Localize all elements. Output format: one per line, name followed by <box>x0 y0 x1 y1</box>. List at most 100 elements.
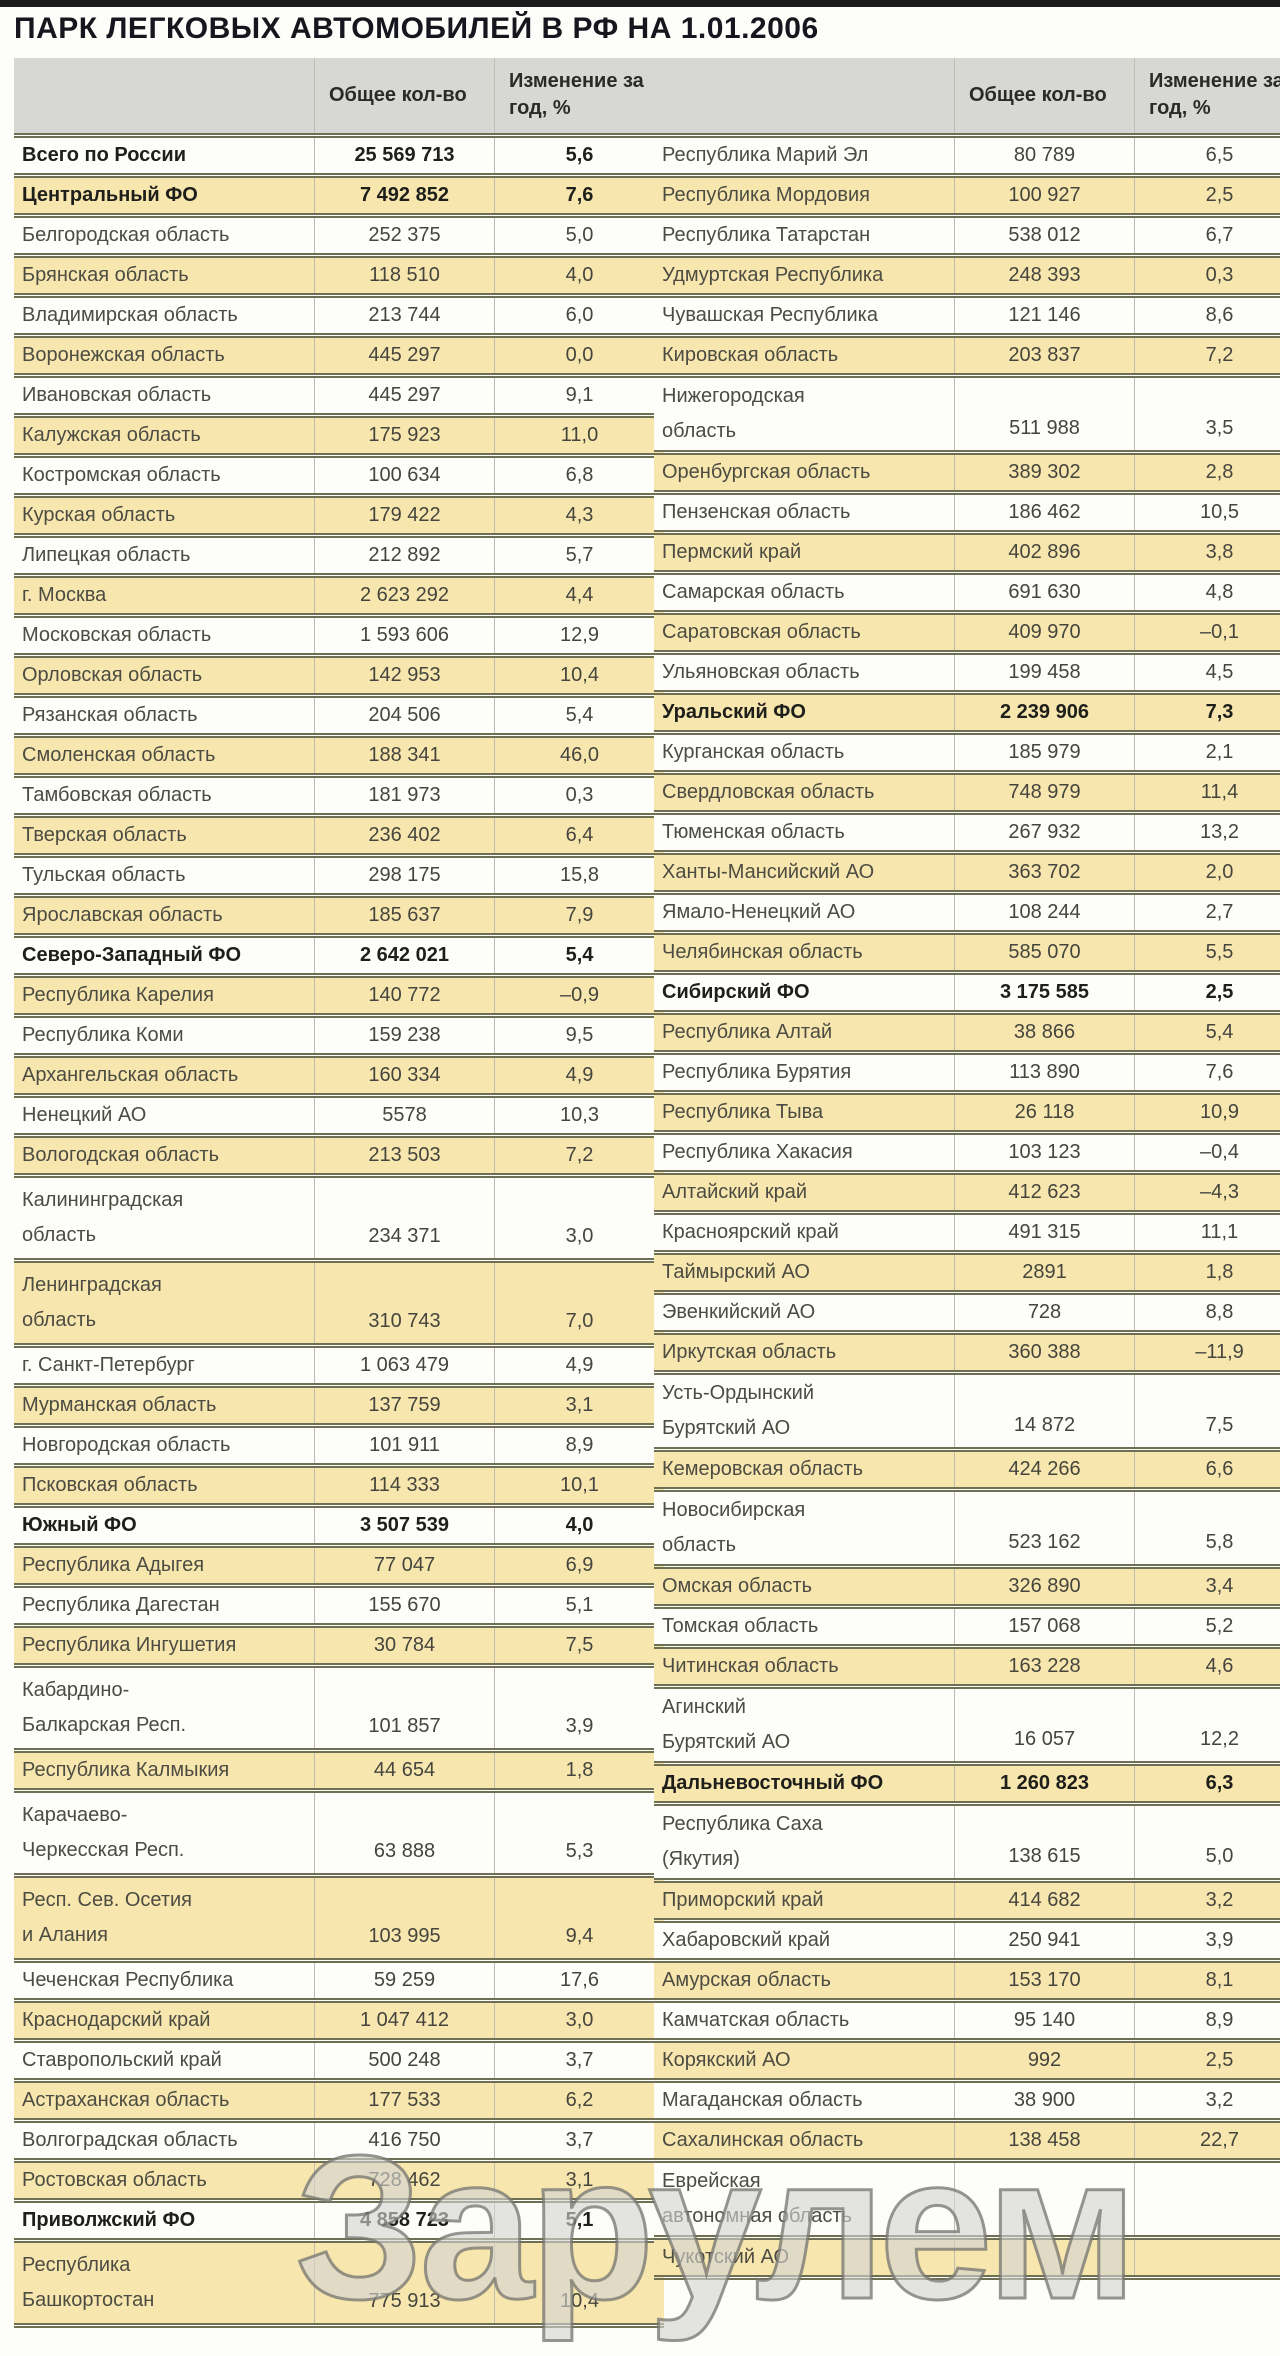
table-row: Псковская область 114 333 10,1 <box>14 1465 664 1505</box>
table-row: Республика Карелия 140 772 –0,9 <box>14 975 664 1015</box>
yearly-change-value: 6,7 <box>1134 215 1280 255</box>
total-count-value: 159 238 <box>314 1015 495 1055</box>
region-name: Ульяновская область <box>662 660 860 683</box>
table-row: Волгоградская область 416 750 3,7 <box>14 2120 664 2160</box>
yearly-change-value: 11,0 <box>494 415 664 455</box>
total-count-value: 100 927 <box>954 175 1135 215</box>
table-row: Республика Татарстан 538 012 6,7 <box>654 215 1280 255</box>
total-count-value: 121 146 <box>954 295 1135 335</box>
yearly-change-value: 6,6 <box>1134 1449 1280 1489</box>
yearly-change-value: 17,6 <box>494 1960 664 2000</box>
yearly-change-value: 5,8 <box>1134 1489 1280 1566</box>
total-count-value: 491 315 <box>954 1212 1135 1252</box>
region-name: Ивановская область <box>22 383 212 406</box>
yearly-change-value: 4,3 <box>494 495 664 535</box>
change-column-header: Изменение за год, % <box>1134 58 1280 135</box>
total-count-value: 137 759 <box>314 1385 495 1425</box>
total-count-value: 363 702 <box>954 852 1135 892</box>
yearly-change-value: 4,6 <box>1134 1646 1280 1686</box>
total-count-value: 234 371 <box>314 1175 495 1260</box>
region-name: Чеченская Республика <box>22 1968 234 1991</box>
total-count-value: 181 973 <box>314 775 495 815</box>
total-count-value: 175 923 <box>314 415 495 455</box>
region-name: Орловская область <box>22 663 203 686</box>
region-name: Республика Хакасия <box>662 1140 853 1163</box>
table-row: Свердловская область 748 979 11,4 <box>654 772 1280 812</box>
region-name: Республика Марий Эл <box>662 143 869 166</box>
yearly-change-value: 5,1 <box>494 2200 664 2240</box>
total-count-value: 108 244 <box>954 892 1135 932</box>
table-row: Республика Коми 159 238 9,5 <box>14 1015 664 1055</box>
yearly-change-value: 10,5 <box>1134 492 1280 532</box>
table-row: Саратовская область 409 970 –0,1 <box>654 612 1280 652</box>
table-row: Хабаровский край 250 941 3,9 <box>654 1920 1280 1960</box>
table-row: Смоленская область 188 341 46,0 <box>14 735 664 775</box>
region-name: Вологодская область <box>22 1143 220 1166</box>
table-row: Новгородская область 101 911 8,9 <box>14 1425 664 1465</box>
total-count-value: 160 334 <box>314 1055 495 1095</box>
yearly-change-value: 4,8 <box>1134 572 1280 612</box>
region-name: Ненецкий АО <box>22 1103 147 1126</box>
yearly-change-value: 3,9 <box>494 1665 664 1750</box>
yearly-change-value: 5,6 <box>494 135 664 175</box>
region-name: Республика Мордовия <box>662 183 870 206</box>
table-row: Чеченская Республика 59 259 17,6 <box>14 1960 664 2000</box>
region-name: Смоленская область <box>22 743 216 766</box>
region-name: Ставропольский край <box>22 2048 222 2071</box>
total-count-value: 213 503 <box>314 1135 495 1175</box>
region-name: Республика Дагестан <box>22 1593 220 1616</box>
total-count-value: 59 259 <box>314 1960 495 2000</box>
total-count-value: 186 462 <box>954 492 1135 532</box>
yearly-change-value: 2,5 <box>1134 2040 1280 2080</box>
total-count-value: 1 063 479 <box>314 1345 495 1385</box>
region-name: Агинский Бурятский АО <box>662 1695 791 1753</box>
total-count-value: 3 175 585 <box>954 972 1135 1012</box>
yearly-change-value: 0,3 <box>1134 255 1280 295</box>
region-name: Свердловская область <box>662 780 875 803</box>
region-name: Оренбургская область <box>662 460 871 483</box>
region-name: Всего по России <box>22 143 187 166</box>
yearly-change-value: 12,2 <box>1134 1686 1280 1763</box>
total-count-value: 2 642 021 <box>314 935 495 975</box>
yearly-change-value: 4,0 <box>494 255 664 295</box>
yearly-change-value: 22,7 <box>1134 2120 1280 2160</box>
yearly-change-value: 2,1 <box>1134 732 1280 772</box>
total-count-value: 2891 <box>954 1252 1135 1292</box>
total-count-value: 113 890 <box>954 1052 1135 1092</box>
table-row: Чукотский АО <box>654 2237 1280 2277</box>
region-name: Курская область <box>22 503 176 526</box>
yearly-change-value: 7,3 <box>1134 692 1280 732</box>
region-name: Республика Алтай <box>662 1020 833 1043</box>
table-row: Республика Адыгея 77 047 6,9 <box>14 1545 664 1585</box>
table-row: г. Москва 2 623 292 4,4 <box>14 575 664 615</box>
region-name: Кировская область <box>662 343 839 366</box>
table-row: Республика Тыва 26 118 10,9 <box>654 1092 1280 1132</box>
table-row: Ненецкий АО 5578 10,3 <box>14 1095 664 1135</box>
total-count-value: 155 670 <box>314 1585 495 1625</box>
table-row: Сибирский ФО 3 175 585 2,5 <box>654 972 1280 1012</box>
yearly-change-value: 5,4 <box>494 695 664 735</box>
region-name: Новосибирская область <box>662 1498 806 1556</box>
region-name: Владимирская область <box>22 303 238 326</box>
total-count-value: 267 932 <box>954 812 1135 852</box>
total-count-value: 7 492 852 <box>314 175 495 215</box>
table-row: Самарская область 691 630 4,8 <box>654 572 1280 612</box>
table-row: Белгородская область 252 375 5,0 <box>14 215 664 255</box>
table-row: Таймырский АО 2891 1,8 <box>654 1252 1280 1292</box>
yearly-change-value: 5,7 <box>494 535 664 575</box>
region-name: Ленинградская область <box>22 1273 162 1331</box>
yearly-change-value: –0,1 <box>1134 612 1280 652</box>
table-row: Ростовская область 728 462 3,1 <box>14 2160 664 2200</box>
region-name: Ростовская область <box>22 2168 207 2191</box>
table-row: Сахалинская область 138 458 22,7 <box>654 2120 1280 2160</box>
table-row: Московская область 1 593 606 12,9 <box>14 615 664 655</box>
total-count-value: 142 953 <box>314 655 495 695</box>
table-row: Респ. Сев. Осетия и Алания 103 995 9,4 <box>14 1875 664 1960</box>
table-row: Пензенская область 186 462 10,5 <box>654 492 1280 532</box>
yearly-change-value: 8,9 <box>1134 2000 1280 2040</box>
yearly-change-value: 3,9 <box>1134 1920 1280 1960</box>
total-count-value: 728 <box>954 1292 1135 1332</box>
table-row: Мурманская область 137 759 3,1 <box>14 1385 664 1425</box>
yearly-change-value: 5,0 <box>494 215 664 255</box>
